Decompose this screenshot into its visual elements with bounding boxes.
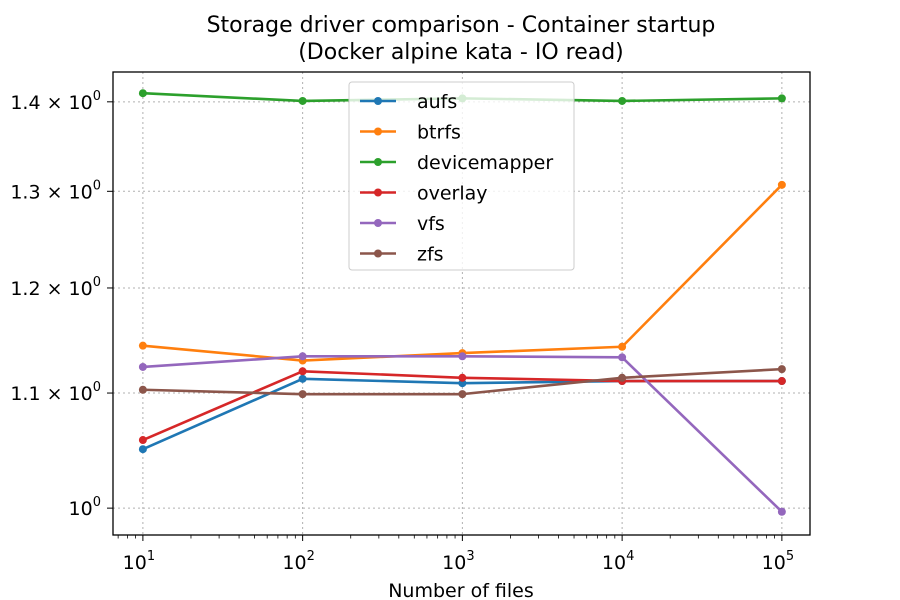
legend-swatch-marker — [374, 219, 382, 227]
series-zfs — [138, 365, 786, 399]
data-point-btrfs — [777, 180, 786, 189]
chart-subtitle: (Docker alpine kata - IO read) — [298, 40, 624, 65]
data-point-aufs — [138, 445, 147, 454]
x-tick-label: 101 — [123, 549, 155, 574]
data-point-vfs — [138, 362, 147, 371]
data-point-zfs — [618, 373, 627, 382]
data-point-overlay — [777, 377, 786, 386]
series-vfs — [138, 352, 786, 516]
legend-item-devicemapper: devicemapper — [360, 152, 553, 174]
legend-label: vfs — [417, 213, 445, 235]
data-point-devicemapper — [298, 96, 307, 105]
legend-label: zfs — [417, 244, 444, 266]
legend-item-vfs: vfs — [360, 213, 445, 235]
legend: aufs btrfs devicemapper overlay vfs zfs — [348, 81, 575, 271]
legend-swatch-marker — [374, 188, 382, 197]
data-point-btrfs — [138, 341, 147, 350]
legend-swatch-marker — [374, 97, 382, 105]
data-point-overlay — [138, 436, 147, 445]
legend-swatch-marker — [374, 158, 382, 166]
data-point-devicemapper — [618, 96, 627, 105]
legend-item-zfs: zfs — [360, 244, 444, 266]
data-point-btrfs — [618, 342, 627, 351]
legend-label: devicemapper — [417, 152, 553, 174]
data-point-zfs — [777, 365, 786, 374]
data-point-aufs — [298, 374, 307, 383]
legend-item-aufs: aufs — [360, 91, 457, 113]
legend-label: aufs — [417, 91, 457, 113]
data-point-vfs — [777, 507, 786, 516]
data-point-devicemapper — [138, 89, 147, 98]
x-tick-label: 105 — [762, 549, 794, 574]
legend-swatch-marker — [374, 249, 382, 258]
chart-title: Storage driver comparison - Container st… — [207, 13, 716, 38]
x-tick-label: 102 — [282, 549, 314, 574]
legend-label: btrfs — [417, 122, 461, 144]
data-point-devicemapper — [777, 94, 786, 103]
y-tick-label: 100 — [69, 495, 101, 520]
y-tick-label: 1.4 × 100 — [10, 89, 101, 114]
y-tick-label: 1.1 × 100 — [10, 380, 101, 405]
x-tick-label: 104 — [602, 549, 634, 574]
data-point-zfs — [138, 385, 147, 394]
data-point-overlay — [458, 373, 467, 382]
axis-ticks: 101 102 103 104 105 100 1.1 × 100 1.2 × 100 1.3 … — [10, 89, 794, 574]
legend-item-overlay: overlay — [360, 183, 488, 205]
x-tick-label: 103 — [442, 549, 474, 574]
y-tick-label: 1.3 × 100 — [10, 178, 101, 203]
legend-label: overlay — [417, 183, 488, 205]
data-point-zfs — [298, 390, 307, 399]
data-point-vfs — [298, 352, 307, 361]
x-axis-label: Number of files — [388, 580, 534, 600]
legend-item-btrfs: btrfs — [360, 122, 461, 144]
legend-swatch-marker — [374, 127, 382, 136]
data-point-zfs — [458, 390, 467, 399]
plot-frame — [112, 71, 811, 536]
data-point-vfs — [618, 353, 627, 362]
series-aufs — [138, 374, 786, 454]
legend-box — [348, 81, 575, 271]
y-tick-label: 1.2 × 100 — [10, 275, 101, 300]
series-lines — [138, 89, 786, 516]
data-point-overlay — [298, 367, 307, 376]
data-point-vfs — [458, 352, 467, 361]
